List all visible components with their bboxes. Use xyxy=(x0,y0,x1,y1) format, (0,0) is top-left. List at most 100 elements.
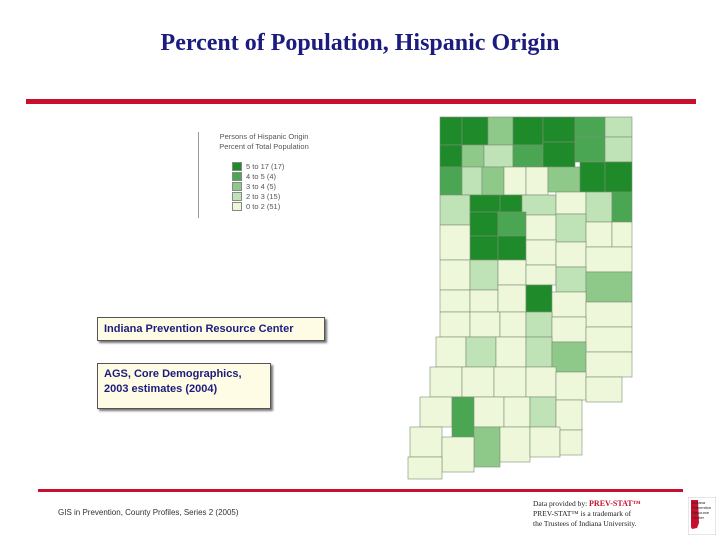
county-region xyxy=(497,211,527,237)
map-legend: Persons of Hispanic Origin Percent of To… xyxy=(198,132,329,218)
county-region xyxy=(481,166,505,196)
top-divider xyxy=(26,99,696,104)
county-region xyxy=(585,221,613,248)
county-region xyxy=(439,116,463,146)
county-region xyxy=(611,191,633,223)
indiana-logo-icon xyxy=(688,497,716,535)
county-region xyxy=(525,239,557,266)
county-region xyxy=(499,194,523,213)
legend-label: 5 to 17 (17) xyxy=(246,162,285,171)
county-region xyxy=(555,191,587,215)
county-region xyxy=(585,326,633,353)
county-region xyxy=(555,371,587,401)
county-region xyxy=(493,366,527,398)
county-region xyxy=(429,366,463,398)
county-region xyxy=(542,116,576,143)
county-region xyxy=(469,289,499,313)
county-region xyxy=(439,194,471,226)
county-region xyxy=(555,213,587,243)
county-region xyxy=(551,291,587,318)
county-region xyxy=(525,336,553,368)
county-region xyxy=(574,136,606,163)
legend-swatch xyxy=(232,162,242,171)
legend-row: 2 to 3 (15) xyxy=(232,192,280,201)
county-region xyxy=(495,336,527,368)
legend-label: 0 to 2 (51) xyxy=(246,202,281,211)
page-title: Percent of Population, Hispanic Origin xyxy=(160,30,560,56)
county-region xyxy=(525,166,549,196)
county-region xyxy=(439,144,463,168)
county-region xyxy=(555,399,583,431)
legend-label: 4 to 5 (4) xyxy=(246,172,277,181)
county-region xyxy=(551,341,587,373)
county-region xyxy=(525,284,553,313)
legend-swatch xyxy=(232,202,242,211)
county-region xyxy=(604,136,633,163)
footer-text: GIS in Prevention, County Profiles, Seri… xyxy=(58,508,239,517)
county-region xyxy=(503,166,527,196)
credit-line2: PREV-STAT™ is a trademark of xyxy=(533,509,632,518)
county-region xyxy=(419,396,453,428)
county-region xyxy=(611,221,633,248)
county-region xyxy=(461,366,495,398)
county-region xyxy=(435,336,467,368)
county-region xyxy=(521,194,557,216)
county-region xyxy=(473,396,505,428)
org-label: Indiana Prevention Resource Center xyxy=(104,323,294,335)
county-region xyxy=(439,289,471,313)
legend-title-line1: Persons of Hispanic Origin xyxy=(219,132,309,141)
county-region xyxy=(469,311,501,338)
data-credit: Data provided by: PREV-STAT™ PREV-STAT™ … xyxy=(533,499,641,529)
county-region xyxy=(585,376,623,403)
county-region xyxy=(439,311,471,338)
county-region xyxy=(604,161,633,193)
county-region xyxy=(483,144,514,168)
county-region xyxy=(529,396,557,428)
legend-label: 2 to 3 (15) xyxy=(246,192,281,201)
county-region xyxy=(451,396,475,438)
county-region xyxy=(585,271,633,303)
county-region xyxy=(585,301,633,328)
legend-row: 0 to 2 (51) xyxy=(232,202,280,211)
indiana-county-map xyxy=(407,116,633,480)
county-region xyxy=(499,311,527,338)
county-region xyxy=(439,166,463,196)
county-region xyxy=(525,366,557,398)
county-region xyxy=(497,235,527,261)
county-region xyxy=(503,396,531,428)
county-region xyxy=(439,224,471,261)
legend-title-line2: Percent of Total Population xyxy=(219,142,309,151)
county-region xyxy=(555,266,587,293)
credit-brand: PREV-STAT™ xyxy=(589,499,641,508)
county-region xyxy=(585,191,613,223)
county-region xyxy=(407,456,443,480)
county-region xyxy=(409,426,443,458)
credit-line3: the Trustees of Indiana University. xyxy=(533,519,637,528)
org-label-box: Indiana Prevention Resource Center xyxy=(97,317,325,341)
county-region xyxy=(461,116,489,146)
logo-label: Indiana Prevention Resource Center xyxy=(692,500,712,520)
county-region xyxy=(551,316,587,343)
legend-row: 4 to 5 (4) xyxy=(232,172,276,181)
county-region xyxy=(585,351,633,378)
county-region xyxy=(473,426,501,468)
county-region xyxy=(542,141,576,168)
county-region xyxy=(461,166,483,196)
county-region xyxy=(585,246,633,273)
county-region xyxy=(555,241,587,268)
source-label-line1: AGS, Core Demographics, xyxy=(104,368,242,380)
county-region xyxy=(512,116,544,146)
county-region xyxy=(529,426,561,458)
bottom-divider xyxy=(38,489,683,492)
county-region xyxy=(547,166,581,193)
county-region xyxy=(487,116,514,146)
legend-row: 3 to 4 (5) xyxy=(232,182,276,191)
county-region xyxy=(525,311,553,338)
county-region xyxy=(499,426,531,463)
county-region xyxy=(497,259,527,286)
county-region xyxy=(469,235,499,261)
county-region xyxy=(525,214,557,241)
legend-swatch xyxy=(232,172,242,181)
legend-swatch xyxy=(232,192,242,201)
county-region xyxy=(469,194,501,213)
